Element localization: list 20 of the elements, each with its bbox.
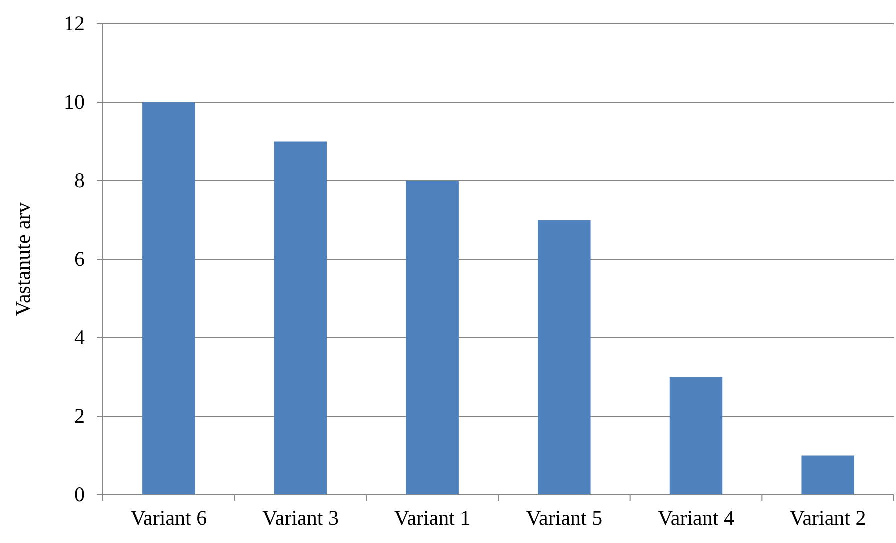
x-tick-label: Variant 1 [394, 506, 471, 530]
y-tick-label: 2 [74, 404, 85, 428]
bar [142, 102, 196, 495]
y-tick-label: 12 [64, 12, 85, 36]
bar [670, 377, 723, 495]
y-tick-label: 0 [74, 482, 85, 507]
y-tick-label: 6 [74, 247, 85, 272]
y-tick-label: 10 [64, 90, 85, 114]
x-tick-label: Variant 4 [658, 506, 735, 530]
bar [538, 220, 591, 495]
x-tick-label: Variant 3 [262, 506, 339, 530]
y-tick-label: 4 [74, 326, 86, 350]
x-tick-label: Variant 6 [130, 506, 208, 530]
x-tick-label: Variant 5 [526, 506, 603, 530]
bar [274, 142, 328, 495]
x-tick-label: Variant 2 [790, 506, 866, 530]
bar [802, 456, 854, 495]
y-axis-title: Vastanute arv [11, 202, 35, 316]
bar [406, 181, 459, 495]
y-tick-label: 8 [74, 168, 85, 193]
